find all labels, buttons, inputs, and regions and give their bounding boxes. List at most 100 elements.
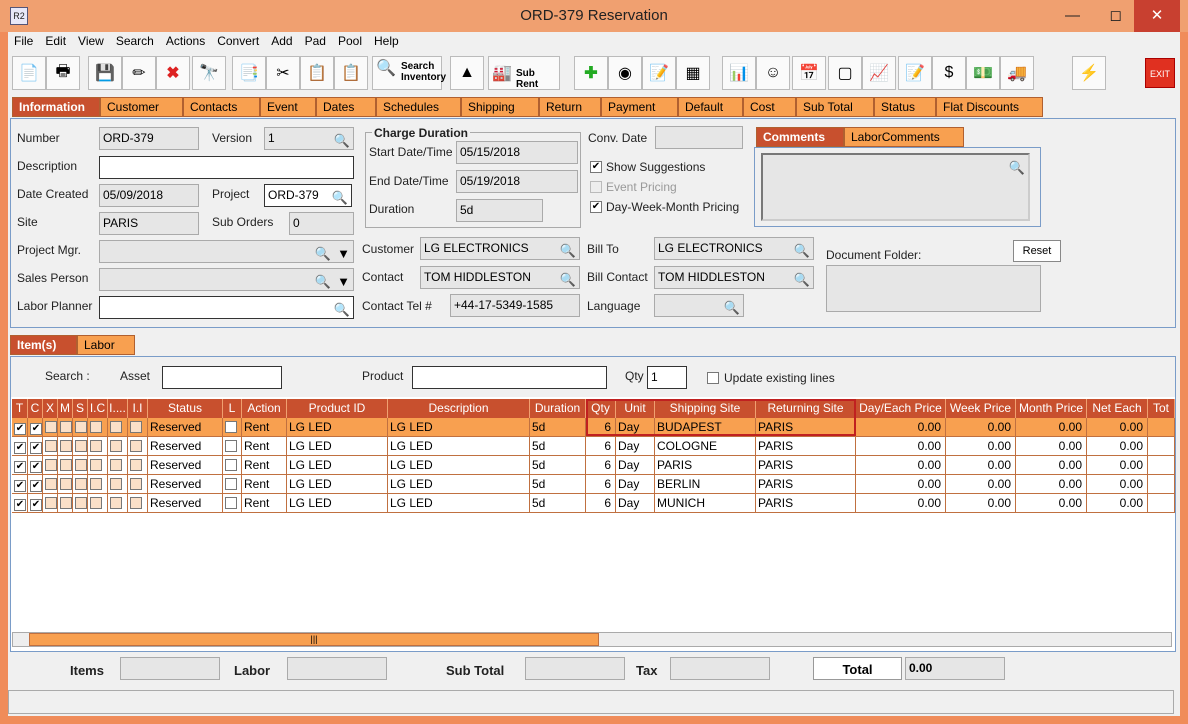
site-field[interactable]: PARIS [99,212,199,235]
shapes-button[interactable]: ▲ [450,56,484,90]
save-button[interactable]: 💾 [88,56,122,90]
cell-t[interactable]: ✔ [12,437,28,456]
row-checkbox[interactable] [90,478,102,490]
column-header[interactable]: Week Price [946,399,1016,418]
cell-ii[interactable] [128,418,148,437]
column-header[interactable]: Day/Each Price [856,399,946,418]
row-checkbox[interactable]: ✔ [14,461,26,473]
column-header[interactable]: M [58,399,73,418]
column-header[interactable]: I.C [88,399,108,418]
row-checkbox[interactable] [45,459,57,471]
cell-l[interactable] [223,418,242,437]
row-checkbox[interactable] [45,440,57,452]
column-header[interactable]: Qty [586,399,616,418]
conv-date-field[interactable] [655,126,743,149]
comments-textarea[interactable]: 🔍 [761,153,1030,221]
cell-m[interactable] [58,456,73,475]
hierarchy-button[interactable]: 📊 [722,56,756,90]
search-icon[interactable]: 🔍 [1008,160,1025,175]
search-icon[interactable]: 🔍 [331,190,348,205]
cell-ii[interactable] [128,437,148,456]
cell-status[interactable]: Reserved [148,418,223,437]
tab-flat-discounts[interactable]: Flat Discounts [936,97,1043,117]
form-button[interactable]: 📝 [898,56,932,90]
qty-input[interactable]: 1 [647,366,687,389]
start-date-field[interactable]: 05/15/2018 [456,141,578,164]
cell-ic[interactable] [88,437,108,456]
row-checkbox[interactable] [130,440,142,452]
cell-l[interactable] [223,475,242,494]
tab-customer[interactable]: Customer [100,97,183,117]
search-icon[interactable]: 🔍 [314,246,331,261]
labor-planner-field[interactable]: 🔍 [99,296,354,319]
search-icon[interactable]: 🔍 [793,243,810,258]
tab-event[interactable]: Event [260,97,316,117]
contact-tel-field[interactable]: +44-17-5349-1585 [450,294,580,317]
maximize-button[interactable]: ◻ [1109,7,1122,24]
scrollbar-thumb[interactable]: ||| [29,633,599,646]
cell-s[interactable] [73,494,88,513]
cut-button[interactable]: ✂ [266,56,300,90]
row-checkbox[interactable] [75,459,87,471]
row-checkbox[interactable]: ✔ [30,442,42,454]
print-button[interactable]: 🖶 [46,56,80,90]
dropdown-arrow-icon[interactable]: ▼ [337,246,350,261]
reset-button[interactable]: Reset [1013,240,1061,262]
add-remove-button[interactable]: ✚ [574,56,608,90]
cell-x[interactable] [43,418,58,437]
column-header[interactable]: I.I [128,399,148,418]
tab-cost[interactable]: Cost [743,97,796,117]
row-checkbox[interactable] [110,440,122,452]
cell-s[interactable] [73,418,88,437]
smiley-button[interactable]: ☺ [756,56,790,90]
new-document-button[interactable]: 📄 [12,56,46,90]
tab-information[interactable]: Information [12,97,100,117]
bill-contact-field[interactable]: TOM HIDDLESTON 🔍 [654,266,814,289]
cell-l[interactable] [223,456,242,475]
row-checkbox[interactable] [60,459,72,471]
search-icon[interactable]: 🔍 [333,133,350,148]
cell-x[interactable] [43,494,58,513]
cell-t[interactable]: ✔ [12,494,28,513]
search-icon[interactable]: 🔍 [723,300,740,315]
tab-contacts[interactable]: Contacts [183,97,260,117]
cell-i[interactable] [108,456,128,475]
row-checkbox[interactable] [60,478,72,490]
product-input[interactable] [412,366,607,389]
horizontal-scrollbar[interactable]: ||| [12,632,1172,647]
grid-button[interactable]: ▦ [676,56,710,90]
event-pricing-checkbox[interactable] [590,181,602,193]
cell-x[interactable] [43,437,58,456]
cell-ic[interactable] [88,418,108,437]
column-header[interactable]: Action [242,399,287,418]
search-icon[interactable]: 🔍 [314,274,331,289]
delete-button[interactable]: ✖ [156,56,190,90]
column-header[interactable]: X [43,399,58,418]
column-header[interactable]: Duration [530,399,586,418]
tab-default[interactable]: Default [678,97,743,117]
cell-status[interactable]: Reserved [148,494,223,513]
menu-pad[interactable]: Pad [304,34,326,48]
row-checkbox[interactable] [110,478,122,490]
duration-field[interactable]: 5d [456,199,543,222]
row-checkbox[interactable] [90,440,102,452]
tab-labor-comments[interactable]: LaborComments [844,127,964,147]
cell-c[interactable]: ✔ [28,456,43,475]
calendar-button[interactable]: 📅 [792,56,826,90]
row-checkbox[interactable] [225,459,237,471]
cell-s[interactable] [73,437,88,456]
tab-dates[interactable]: Dates [316,97,376,117]
cell-i[interactable] [108,475,128,494]
tab-labor[interactable]: Labor [77,335,135,355]
column-header[interactable]: Returning Site [756,399,856,418]
language-field[interactable]: 🔍 [654,294,744,317]
column-header[interactable]: T [12,399,28,418]
tab-shipping[interactable]: Shipping [461,97,539,117]
row-checkbox[interactable] [75,497,87,509]
row-checkbox[interactable] [75,478,87,490]
cell-i[interactable] [108,494,128,513]
cell-c[interactable]: ✔ [28,437,43,456]
update-existing-checkbox[interactable] [707,372,719,384]
date-created-field[interactable]: 05/09/2018 [99,184,199,207]
cell-c[interactable]: ✔ [28,494,43,513]
